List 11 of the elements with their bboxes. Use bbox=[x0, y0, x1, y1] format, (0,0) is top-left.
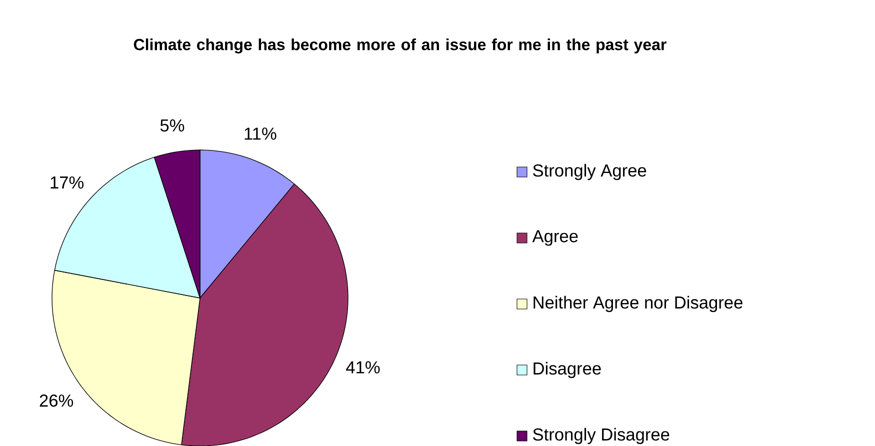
chart-title: Climate change has become more of an issue for me in the past year bbox=[134, 38, 666, 54]
legend-label: Strongly Disagree bbox=[533, 428, 670, 444]
legend-label: Agree bbox=[532, 230, 578, 246]
data-label: 11% bbox=[244, 128, 276, 140]
legend-label: Disagree bbox=[534, 362, 601, 378]
legend-label: Strongly Agree bbox=[533, 164, 646, 180]
data-label: 17% bbox=[50, 176, 84, 189]
legend-label: Neither Agree nor Disagree bbox=[534, 296, 742, 312]
data-label: 26% bbox=[40, 394, 74, 407]
data-label: 41% bbox=[346, 361, 380, 374]
data-label: 5% bbox=[160, 119, 184, 132]
